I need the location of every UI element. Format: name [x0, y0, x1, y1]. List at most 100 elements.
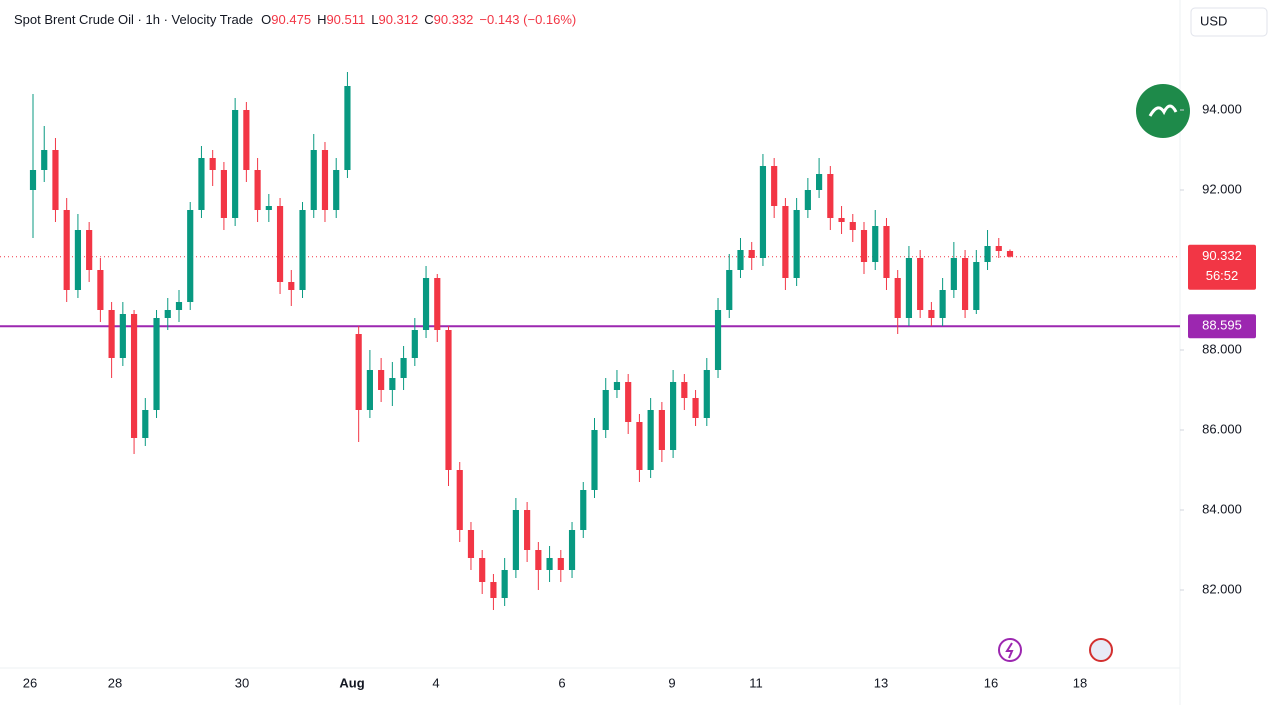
candle-body: [265, 206, 272, 210]
legend-item: 90.475: [271, 12, 311, 27]
event-icon[interactable]: [1089, 638, 1113, 662]
header-legend: Spot Brent Crude Oil · 1h · Velocity Tra…: [14, 12, 576, 27]
candle-body: [838, 218, 845, 222]
y-tick-label: 88.000: [1202, 341, 1242, 356]
y-tick-label: 84.000: [1202, 501, 1242, 516]
candle-body: [647, 410, 654, 470]
legend-item: Spot Brent Crude Oil · 1h · Velocity Tra…: [14, 12, 253, 27]
price-tag-value: 90.332: [1202, 248, 1242, 263]
legend-item: C: [424, 12, 433, 27]
y-tick-label: 86.000: [1202, 421, 1242, 436]
candle-body: [479, 558, 486, 582]
x-tick-label: 30: [235, 675, 249, 690]
candle-body: [142, 410, 149, 438]
y-tick-label: 94.000: [1202, 101, 1242, 116]
currency[interactable]: USD: [1200, 13, 1227, 28]
candle-body: [434, 278, 441, 330]
candle-body: [793, 210, 800, 278]
candle-body: [355, 334, 362, 410]
candle-body: [860, 230, 868, 262]
candle-body: [568, 530, 576, 570]
candle-body: [917, 258, 924, 310]
legend-item: 90.312: [378, 12, 418, 27]
candle-body: [827, 174, 834, 218]
candle-body: [636, 422, 643, 470]
candle-body: [108, 310, 115, 358]
x-tick-label: Aug: [339, 675, 364, 690]
candle-body: [389, 378, 396, 390]
candle-body: [164, 310, 171, 318]
candle-body: [276, 206, 284, 282]
x-tick-label: 16: [984, 675, 998, 690]
x-tick-label: 4: [432, 675, 439, 690]
candle-body: [995, 246, 1002, 251]
candle-body: [119, 314, 126, 358]
logo: [1136, 84, 1190, 138]
candle-body: [872, 226, 879, 262]
candle-body: [658, 410, 665, 450]
candle-body: [950, 258, 957, 290]
y-tick-label: 82.000: [1202, 581, 1242, 596]
candle-body: [501, 570, 508, 598]
legend-item: O: [261, 12, 271, 27]
candle-body: [243, 110, 250, 170]
x-tick-label: 6: [558, 675, 565, 690]
candle-body: [961, 258, 969, 310]
candle-body: [602, 390, 609, 430]
candle-body: [849, 222, 856, 230]
candle-body: [254, 170, 261, 210]
y-tick-label: 92.000: [1202, 181, 1242, 196]
candle-body: [288, 282, 295, 290]
level-tag-value: 88.595: [1202, 318, 1242, 333]
candle-body: [153, 318, 160, 410]
candle-body: [86, 230, 93, 270]
candle-body: [625, 382, 632, 422]
header: Spot Brent Crude Oil · 1h · Velocity Tra…: [14, 12, 576, 27]
candle-body: [681, 382, 688, 398]
candle-body: [524, 510, 531, 550]
event-glyph: [1005, 642, 1014, 659]
candle-body: [726, 270, 733, 310]
candle-body: [209, 158, 216, 170]
candle-body: [310, 150, 317, 210]
candle-body: [804, 190, 811, 210]
candle-body: [984, 246, 991, 262]
x-tick-label: 9: [668, 675, 675, 690]
candle-body: [411, 330, 418, 358]
candle-body: [333, 170, 340, 210]
candle-body: [175, 302, 183, 310]
candle-body: [748, 250, 755, 258]
candle-body: [467, 530, 475, 558]
candle-body: [905, 258, 913, 318]
candle-body: [63, 210, 70, 290]
candle-body: [74, 230, 82, 290]
logo-glyph: [1148, 104, 1178, 117]
candle-body: [535, 550, 542, 570]
candle-body: [321, 150, 329, 210]
candle-body: [445, 330, 452, 470]
candle-body: [782, 206, 789, 278]
x-tick-label: 28: [108, 675, 122, 690]
x-tick-label: 18: [1073, 675, 1087, 690]
candle-body: [714, 310, 722, 370]
x-tick-label: 26: [23, 675, 37, 690]
legend-item: 90.332: [434, 12, 474, 27]
candle-body: [366, 370, 373, 410]
x-tick-label: 11: [749, 675, 763, 690]
candle-body: [490, 582, 497, 598]
candle-body: [400, 358, 407, 378]
legend-item: L: [371, 12, 378, 27]
candle-body: [816, 174, 823, 190]
candle-body: [894, 278, 901, 318]
candle-body: [759, 166, 767, 258]
currency-button[interactable]: [1190, 7, 1268, 37]
candle-body: [670, 382, 677, 450]
x-tick-label: 13: [874, 675, 888, 690]
candle-body: [737, 250, 744, 270]
candle-body: [928, 310, 935, 318]
candle-body: [973, 262, 980, 310]
candle-body: [692, 398, 699, 418]
candle-body: [378, 370, 385, 390]
